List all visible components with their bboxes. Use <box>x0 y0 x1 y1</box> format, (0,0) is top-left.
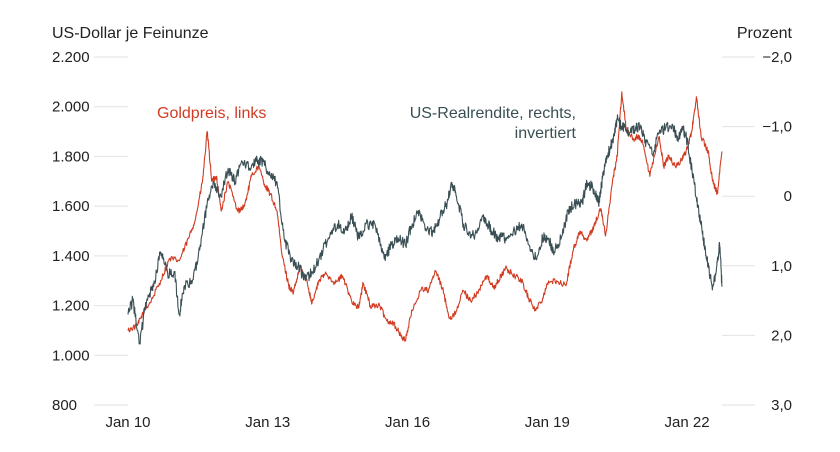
right-axis-title: Prozent <box>737 25 793 42</box>
right-tick-label: 3,0 <box>771 397 792 414</box>
right-tick-label: −1,0 <box>762 119 792 136</box>
left-axis-title: US-Dollar je Feinunze <box>52 25 209 42</box>
x-tick-label: Jan 22 <box>665 414 710 431</box>
series-lines <box>127 91 723 345</box>
x-tick-label: Jan 10 <box>105 414 150 431</box>
gridlines <box>94 56 755 406</box>
left-tick-label: 800 <box>52 397 77 414</box>
left-tick-label: 1.400 <box>52 248 90 265</box>
right-tick-label: 2,0 <box>771 327 792 344</box>
x-tick-label: Jan 16 <box>385 414 430 431</box>
gold-series-label: Goldpreis, links <box>157 105 266 122</box>
yield-series-label-line2: invertiert <box>515 125 577 142</box>
x-tick-label: Jan 19 <box>525 414 570 431</box>
left-tick-label: 1.800 <box>52 148 90 165</box>
yield-series-label-line1: US-Realrendite, rechts, <box>410 105 576 122</box>
left-axis-ticks: 800 1.000 1.200 1.400 1.600 1.800 2.000 2.200 <box>52 49 90 414</box>
left-tick-label: 1.000 <box>52 347 90 364</box>
right-tick-label: −2,0 <box>762 49 792 66</box>
right-axis-ticks: −2,0 −1,0 0 1,0 2,0 3,0 <box>762 49 792 414</box>
left-tick-label: 1.200 <box>52 298 90 315</box>
right-tick-label: 0 <box>784 188 792 205</box>
left-tick-label: 2.200 <box>52 49 90 66</box>
series-line-goldpreis <box>127 91 723 342</box>
series-line-us-realrendite <box>127 114 723 345</box>
left-tick-label: 1.600 <box>52 198 90 215</box>
x-tick-label: Jan 13 <box>245 414 290 431</box>
x-axis-ticks: Jan 10 Jan 13 Jan 16 Jan 19 Jan 22 <box>105 414 709 431</box>
left-tick-label: 2.000 <box>52 99 90 116</box>
right-tick-label: 1,0 <box>771 258 792 275</box>
